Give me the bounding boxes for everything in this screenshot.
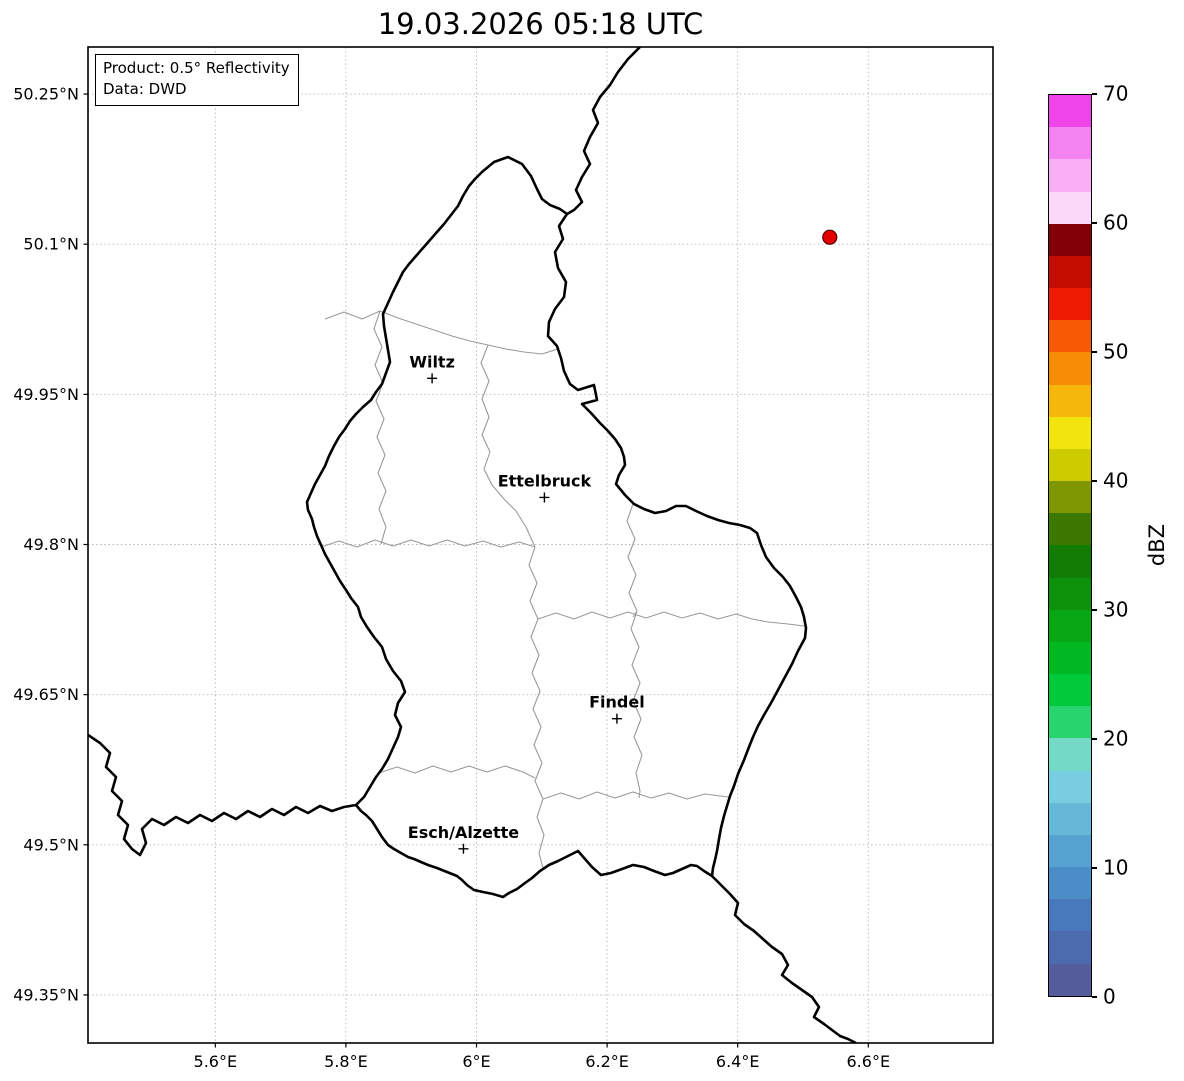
colorbar-tick-label: 50 [1103,339,1129,364]
colorbar-tick-mark [1092,867,1097,869]
colorbar-band [1049,834,1091,868]
colorbar-band [1049,770,1091,803]
colorbar-band [1049,288,1091,321]
country-border-southeast [711,875,857,1043]
city-label: Wiltz [409,352,455,371]
x-tick-label: 6.4°E [716,1052,760,1071]
colorbar-band [1049,384,1091,417]
colorbar-band [1049,416,1091,449]
colorbar-tick-label: 0 [1103,984,1116,1009]
colorbar-tick-mark [1092,996,1097,998]
city-marker [539,492,550,503]
colorbar-band [1049,963,1091,996]
country-border-luxembourg [305,155,808,899]
colorbar-band [1049,545,1091,578]
y-tick-label: 49.65°N [13,685,79,704]
city-marker [611,713,622,724]
city-marker [427,373,438,384]
colorbar-band [1049,191,1091,224]
plot-frame [87,46,994,1044]
colorbar-band [1049,706,1091,739]
colorbar-band [1049,674,1091,707]
colorbar-band [1049,867,1091,900]
colorbar-band [1049,899,1091,932]
x-tick-label: 6.2°E [585,1052,629,1071]
y-tick-label: 49.35°N [13,985,79,1004]
colorbar-band [1049,641,1091,675]
colorbar-band [1049,255,1091,289]
colorbar-band [1049,127,1091,160]
city-label: Esch/Alzette [408,823,520,842]
colorbar-tick-label: 20 [1103,726,1129,751]
colorbar-band [1049,95,1091,128]
colorbar-tick-mark [1092,738,1097,740]
colorbar-tick-mark [1092,93,1097,95]
colorbar-band [1049,481,1091,514]
city-label: Ettelbruck [498,471,592,490]
colorbar-tick-mark [1092,480,1097,482]
x-tick-label: 6.6°E [847,1052,891,1071]
colorbar-band [1049,609,1091,642]
colorbar-axis-label: dBZ [1145,523,1169,567]
colorbar-tick-mark [1092,351,1097,353]
info-box: Product: 0.5° Reflectivity Data: DWD [95,54,299,106]
map-background [88,47,993,1043]
axis-tick-labels: 5.6°E 5.8°E 6°E 6.2°E 6.4°E 6.6°E 50.25°N 50.1°… [13,85,890,1071]
colorbar-tick-label: 60 [1103,210,1129,235]
colorbar-tick-label: 70 [1103,81,1129,106]
colorbar-band [1049,448,1091,482]
figure-title: 19.03.2026 05:18 UTC [377,7,704,41]
colorbar-tick-label: 30 [1103,597,1129,622]
x-tick-label: 5.6°E [194,1052,238,1071]
colorbar-band [1049,223,1091,256]
y-tick-label: 50.1°N [23,235,79,254]
country-border-southwest [88,733,357,857]
y-tick-label: 49.8°N [23,535,79,554]
colorbar-band [1049,802,1091,835]
colorbar-band [1049,352,1091,385]
x-tick-label: 5.8°E [324,1052,368,1071]
colorbar-band [1049,513,1091,546]
colorbar-band [1049,320,1091,353]
red-detection-marker [822,229,838,245]
colorbar-tick-label: 40 [1103,468,1129,493]
district-borders [320,310,805,869]
city-label: Findel [589,693,645,712]
y-tick-label: 50.25°N [13,85,79,104]
colorbar-band [1049,931,1091,964]
detection-marker-layer [822,229,838,245]
colorbar [1048,94,1092,997]
info-product: Product: 0.5° Reflectivity [103,59,290,77]
y-tick-label: 49.95°N [13,385,79,404]
x-tick-label: 6°E [462,1052,490,1071]
country-border-north [566,47,641,216]
city-marker [458,843,469,854]
colorbar-band [1049,738,1091,771]
city-markers: Wiltz Ettelbruck Findel Esch/Alzette [408,352,645,854]
colorbar-tick-label: 10 [1103,855,1129,880]
colorbar-tick-mark [1092,609,1097,611]
colorbar-tick-mark [1092,222,1097,224]
info-source: Data: DWD [103,80,187,98]
y-tick-label: 49.5°N [23,835,79,854]
colorbar-band [1049,159,1091,192]
colorbar-band [1049,577,1091,610]
